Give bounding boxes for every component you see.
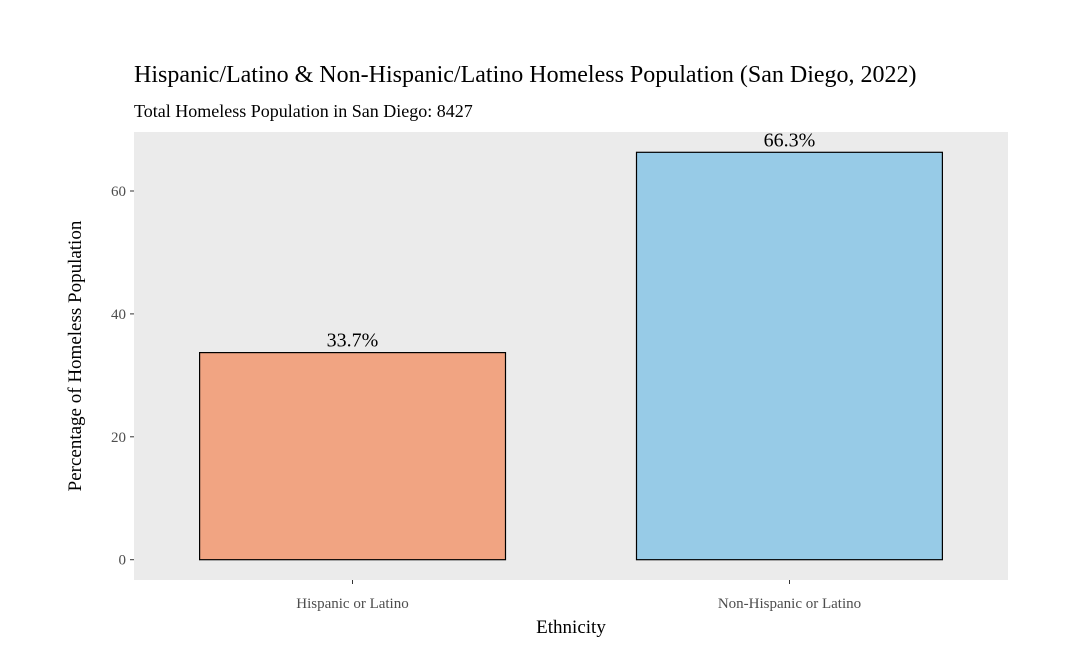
bar-1 (199, 352, 507, 561)
chart-title: Hispanic/Latino & Non-Hispanic/Latino Ho… (134, 62, 917, 88)
y-axis: 0 20 40 60 (111, 184, 134, 569)
y-tick-label-60: 60 (111, 184, 126, 200)
y-axis-title: Percentage of Homeless Population (65, 220, 86, 491)
y-tick-label-40: 40 (111, 307, 126, 323)
bar-value-label-2: 66.3% (764, 129, 816, 151)
x-tick-label-1: Hispanic or Latino (296, 596, 408, 612)
y-tick-label-20: 20 (111, 430, 126, 446)
bar-value-label-1: 33.7% (327, 330, 379, 352)
bar-2 (635, 151, 943, 561)
y-tick-label-0: 0 (119, 553, 127, 569)
value-labels-layer: 33.7% 66.3% (327, 129, 816, 351)
x-axis-title: Ethnicity (536, 617, 606, 638)
bars-layer (199, 151, 943, 561)
x-axis: Hispanic or Latino Non-Hispanic or Latino (296, 580, 861, 612)
x-tick-label-2: Non-Hispanic or Latino (718, 596, 861, 612)
chart-subtitle: Total Homeless Population in San Diego: … (134, 101, 473, 121)
